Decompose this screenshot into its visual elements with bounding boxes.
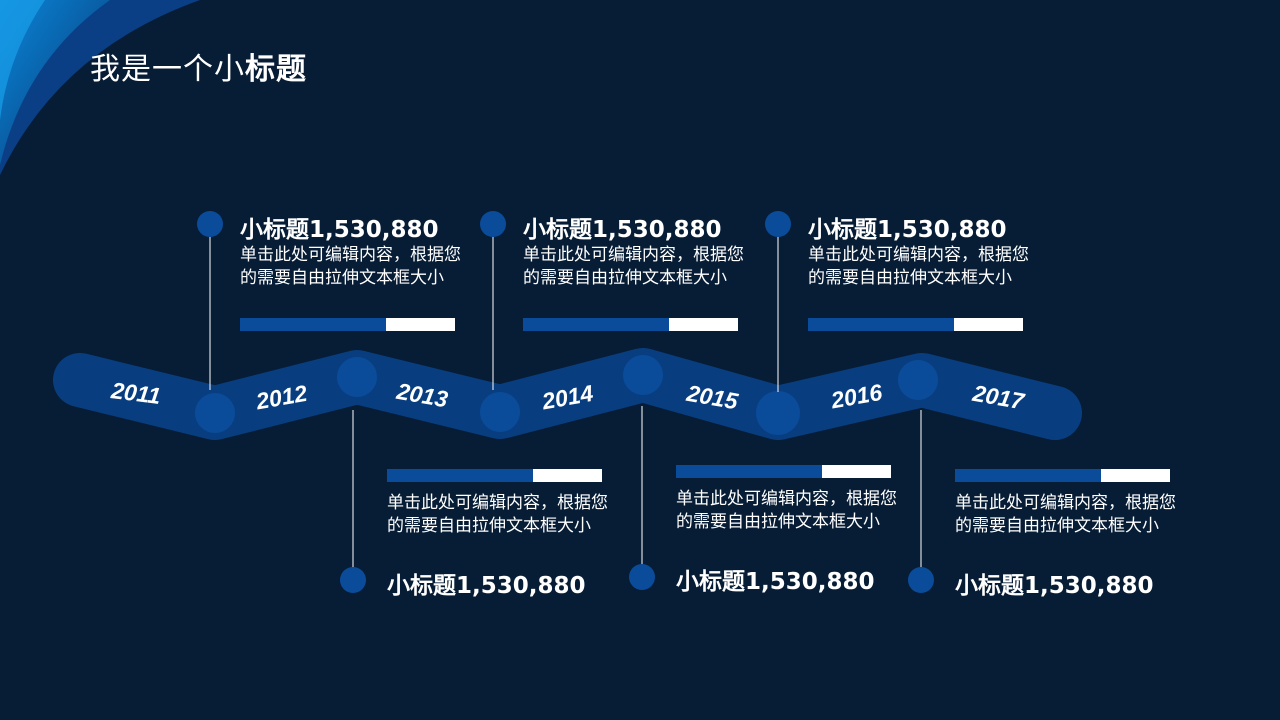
ribbon-joints (195, 355, 938, 435)
milestone-dot (908, 567, 934, 593)
progress-bar-fill (808, 318, 955, 331)
progress-bar-fill (240, 318, 387, 331)
milestone-dot (629, 564, 655, 590)
progress-bar-fill (523, 318, 670, 331)
title-bold: 标题 (245, 52, 307, 87)
milestone-text: 单击此处可编辑内容，根据您的需要自由拉伸文本框大小 (240, 245, 461, 288)
milestone-text: 单击此处可编辑内容，根据您的需要自由拉伸文本框大小 (676, 489, 897, 532)
ribbon-joint (337, 357, 377, 397)
milestone-dot (480, 211, 506, 237)
node-dots (197, 211, 934, 593)
ribbon-joint (623, 355, 663, 395)
progress-bar (523, 318, 738, 331)
milestone-heading: 小标题1,530,880 (676, 569, 875, 595)
page-title: 我是一个小标题 (90, 44, 307, 88)
milestone-heading: 小标题1,530,880 (240, 217, 439, 243)
title-regular: 我是一个小 (90, 52, 245, 87)
progress-bar (955, 469, 1170, 482)
milestone-dot (765, 211, 791, 237)
timeline-ribbon (53, 348, 1082, 440)
progress-bar-fill (387, 469, 534, 482)
milestone-text: 单击此处可编辑内容，根据您的需要自由拉伸文本框大小 (808, 245, 1029, 288)
milestone-text: 单击此处可编辑内容，根据您的需要自由拉伸文本框大小 (955, 493, 1176, 536)
corner-swoosh-light (0, 0, 110, 165)
connector-lines (209, 235, 922, 568)
ribbon-joint (898, 360, 938, 400)
milestone-text: 单击此处可编辑内容，根据您的需要自由拉伸文本框大小 (523, 245, 744, 288)
progress-bar-fill (955, 469, 1102, 482)
milestone-heading: 小标题1,530,880 (808, 217, 1007, 243)
ribbon-joint (480, 392, 520, 432)
milestone-heading: 小标题1,530,880 (955, 573, 1154, 599)
progress-bar (240, 318, 455, 331)
corner-swoosh-highlight (0, 0, 45, 120)
milestone-dot (197, 211, 223, 237)
ribbon-joint (195, 393, 235, 433)
milestone-heading: 小标题1,530,880 (523, 217, 722, 243)
year-label: 2011 (109, 377, 162, 409)
progress-bar (387, 469, 602, 482)
milestone-heading: 小标题1,530,880 (387, 573, 586, 599)
progress-bar (808, 318, 1023, 331)
milestone-dot (340, 567, 366, 593)
progress-bar (676, 465, 891, 478)
milestone-text: 单击此处可编辑内容，根据您的需要自由拉伸文本框大小 (387, 493, 608, 536)
progress-bar-fill (676, 465, 823, 478)
ribbon-joint (756, 391, 800, 435)
